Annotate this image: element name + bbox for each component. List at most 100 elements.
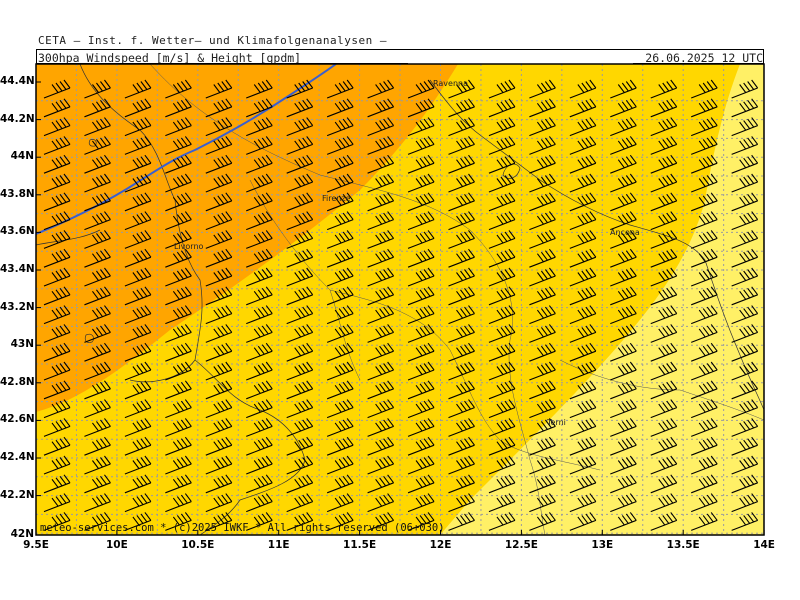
wind-barb: [691, 286, 718, 306]
wind-barb: [246, 512, 273, 531]
wind-barb: [43, 286, 71, 306]
wind-barb: [84, 474, 111, 494]
wind-barb: [205, 192, 233, 212]
wind-barb: [731, 305, 759, 325]
wind-barb: [448, 267, 475, 287]
wind-barb: [246, 436, 273, 456]
wind-barb: [205, 230, 233, 249]
wind-barb: [569, 173, 597, 193]
wind-barb: [529, 154, 556, 174]
wind-barb: [246, 342, 273, 362]
wind-barb: [205, 173, 233, 193]
wind-barb: [610, 512, 637, 531]
wind-barb: [84, 286, 111, 306]
wind-barb: [165, 399, 192, 419]
wind-barb: [326, 380, 354, 400]
wind-barb: [246, 305, 273, 325]
wind-barb: [326, 117, 354, 137]
wind-barb: [84, 493, 111, 513]
wind-barb: [124, 154, 152, 174]
wind-barb: [205, 361, 233, 381]
wind-barb: [367, 154, 395, 174]
wind-barb: [124, 305, 152, 325]
x-tick-label: 12.5E: [504, 539, 538, 551]
wind-barb: [326, 436, 354, 456]
wind-barb: [610, 493, 637, 513]
wind-barb: [691, 248, 718, 268]
wind-barb: [407, 455, 435, 475]
wind-barb: [246, 79, 273, 99]
wind-barb: [124, 493, 152, 513]
wind-barb: [407, 117, 435, 137]
wind-barb: [731, 455, 759, 475]
city-label-firenze: Firenze: [322, 194, 351, 203]
wind-barb: [488, 117, 516, 137]
wind-barb: [448, 286, 475, 306]
wind-barb: [569, 211, 597, 231]
wind-barb: [165, 79, 192, 99]
wind-barb: [84, 436, 111, 456]
wind-barb: [610, 154, 637, 174]
wind-barb: [691, 324, 718, 343]
wind-barb: [43, 418, 71, 437]
x-tick-label: 14E: [753, 539, 775, 551]
wind-barb: [43, 230, 71, 249]
wind-barb: [448, 418, 475, 437]
wind-barb: [488, 173, 516, 193]
wind-barb: [731, 173, 759, 193]
wind-barb: [124, 117, 152, 137]
wind-barb: [84, 173, 111, 193]
wind-barb: [205, 418, 233, 437]
wind-barb: [731, 248, 759, 268]
wind-barb: [650, 267, 678, 287]
wind-barb: [326, 211, 354, 231]
wind-barb: [124, 79, 152, 99]
wind-barb: [650, 136, 678, 155]
wind-barb: [610, 361, 637, 381]
wind-barb: [84, 512, 111, 531]
wind-barb: [731, 230, 759, 249]
wind-barb: [43, 79, 71, 99]
wind-barb: [84, 230, 111, 249]
wind-barb: [43, 305, 71, 325]
wind-barb: [731, 474, 759, 494]
wind-barb: [84, 361, 111, 381]
wind-barb: [165, 305, 192, 325]
wind-barb: [488, 399, 516, 419]
y-tick-label: 43.8N: [0, 187, 35, 200]
x-tick-label: 12E: [429, 539, 452, 551]
wind-barb: [691, 399, 718, 419]
wind-barb: [488, 380, 516, 400]
wind-barb: [367, 436, 395, 456]
wind-barb: [246, 98, 273, 118]
wind-barb: [246, 324, 273, 343]
wind-barb: [326, 173, 354, 193]
wind-barb: [448, 248, 475, 268]
wind-barb: [529, 267, 556, 287]
wind-barb: [43, 474, 71, 494]
wind-barb: [488, 455, 516, 475]
wind-barb: [286, 436, 314, 456]
wind-barb: [246, 117, 273, 137]
wind-barb: [43, 361, 71, 381]
wind-barb: [165, 342, 192, 362]
wind-barb: [407, 136, 435, 155]
wind-barb: [610, 248, 637, 268]
wind-barb: [246, 418, 273, 437]
wind-barb: [488, 248, 516, 268]
wind-barb: [610, 342, 637, 362]
wind-barb: [448, 192, 475, 212]
wind-barb: [124, 436, 152, 456]
y-tick-label: 43.6N: [0, 225, 35, 238]
wind-barb: [407, 474, 435, 494]
wind-barb: [205, 305, 233, 325]
wind-barb: [286, 154, 314, 174]
wind-barb: [326, 286, 354, 306]
wind-barb: [610, 474, 637, 494]
wind-barb: [731, 267, 759, 287]
wind-barb: [691, 117, 718, 137]
wind-barb: [205, 248, 233, 268]
wind-barb: [488, 361, 516, 381]
wind-barb: [448, 399, 475, 419]
wind-barb: [448, 342, 475, 362]
